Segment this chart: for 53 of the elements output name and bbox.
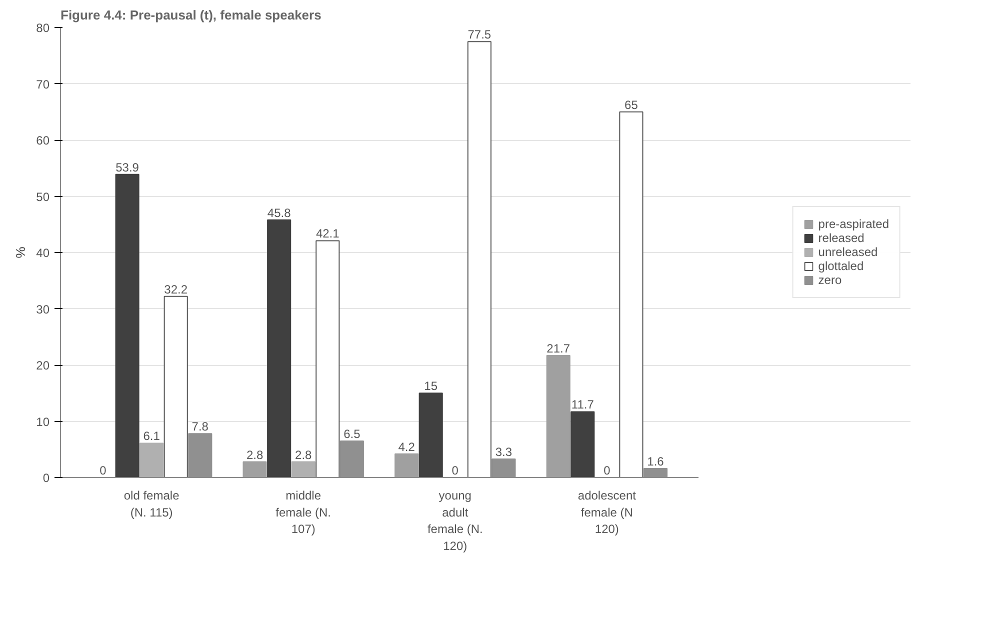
x-tick-label: old female (N. 115) bbox=[124, 488, 180, 520]
data-label: 65 bbox=[624, 98, 638, 112]
y-tick-label: 30 bbox=[36, 302, 50, 316]
data-label: 0 bbox=[452, 464, 459, 478]
legend-label: glottaled bbox=[818, 259, 864, 273]
data-label: 77.5 bbox=[468, 28, 492, 42]
data-label: 11.7 bbox=[571, 398, 594, 412]
bar bbox=[570, 411, 595, 478]
bar bbox=[619, 111, 644, 478]
data-label: 45.8 bbox=[267, 206, 292, 220]
bar bbox=[291, 461, 316, 478]
bar bbox=[316, 240, 340, 478]
bar bbox=[418, 392, 443, 478]
data-label: 32.2 bbox=[164, 282, 188, 296]
y-tick-label: 80 bbox=[36, 21, 50, 35]
y-tick-label: 70 bbox=[36, 77, 50, 92]
data-label: 3.3 bbox=[495, 444, 512, 459]
chart-title: Figure 4.4: Pre-pausal (t), female speakers bbox=[60, 8, 322, 22]
data-label: 2.8 bbox=[246, 448, 264, 462]
y-tick-label: 50 bbox=[36, 190, 50, 204]
data-label: 15 bbox=[424, 379, 438, 394]
y-tick-label: 0 bbox=[42, 471, 50, 485]
bar bbox=[467, 41, 492, 478]
x-tick-label: young adult female (N. 120) bbox=[427, 488, 483, 553]
y-tick-label: 40 bbox=[36, 246, 50, 260]
x-tick-label: adolescent female (N 120) bbox=[578, 488, 637, 536]
data-label: 21.7 bbox=[546, 341, 570, 356]
bar bbox=[140, 442, 164, 478]
bar bbox=[115, 174, 140, 478]
legend-label: pre-aspirated bbox=[818, 217, 889, 231]
bar bbox=[164, 296, 188, 478]
y-tick-label: 20 bbox=[36, 358, 50, 372]
y-tick-label: 10 bbox=[36, 414, 50, 429]
legend-label: zero bbox=[818, 273, 842, 287]
data-label: 6.5 bbox=[344, 426, 361, 441]
data-label: 53.9 bbox=[116, 160, 140, 174]
data-label: 6.1 bbox=[143, 429, 160, 444]
y-axis-title: % bbox=[13, 246, 28, 258]
bar bbox=[394, 453, 419, 478]
data-label: 2.8 bbox=[295, 448, 312, 462]
y-tick-label: 60 bbox=[36, 134, 50, 148]
bar bbox=[546, 354, 570, 478]
legend-label: released bbox=[818, 231, 864, 245]
data-label: 0 bbox=[604, 464, 611, 478]
legend-label: unreleased bbox=[818, 245, 878, 259]
x-tick-label: middle female (N. 107) bbox=[276, 488, 332, 536]
bar bbox=[267, 219, 292, 478]
data-label: 0 bbox=[100, 464, 107, 478]
bar bbox=[242, 461, 267, 478]
data-label: 42.1 bbox=[316, 226, 340, 241]
data-label: 7.8 bbox=[192, 420, 209, 434]
data-label: 4.2 bbox=[398, 440, 416, 454]
data-label: 1.6 bbox=[647, 454, 664, 468]
